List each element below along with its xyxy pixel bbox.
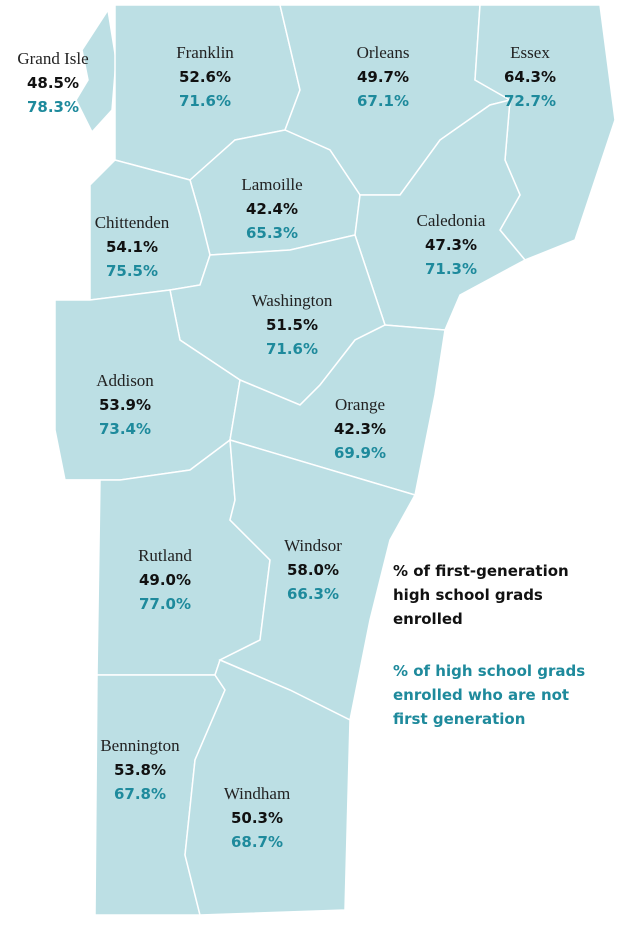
county-name: Washington [252,291,333,310]
county-name: Addison [96,371,154,390]
legend-first-gen: enrolled [393,610,463,628]
first-gen-value: 48.5% [27,74,79,92]
not-first-gen-value: 65.3% [246,224,298,242]
county-name: Chittenden [95,213,170,232]
not-first-gen-value: 77.0% [139,595,191,613]
first-gen-value: 50.3% [231,809,283,827]
county-name: Windham [224,784,290,803]
not-first-gen-value: 67.8% [114,785,166,803]
county-name: Essex [510,43,550,62]
not-first-gen-value: 75.5% [106,262,158,280]
legend-first-gen: high school grads [393,586,543,604]
county-shapes [54,4,616,916]
first-gen-value: 54.1% [106,238,158,256]
county-labels: Grand Isle 48.5% 78.3% Franklin 52.6% 71.6% Or… [17,43,556,851]
not-first-gen-value: 69.9% [334,444,386,462]
county-name: Orleans [357,43,410,62]
county-name: Windsor [284,536,342,555]
first-gen-value: 51.5% [266,316,318,334]
county-name: Franklin [176,43,234,62]
first-gen-value: 52.6% [179,68,231,86]
legend-first-gen: % of first-generation [393,562,569,580]
not-first-gen-value: 71.6% [266,340,318,358]
first-gen-value: 64.3% [504,68,556,86]
legend: % of first-generation high school grads en… [393,562,585,728]
first-gen-value: 49.7% [357,68,409,86]
county-name: Rutland [138,546,192,565]
not-first-gen-value: 78.3% [27,98,79,116]
not-first-gen-value: 72.7% [504,92,556,110]
first-gen-value: 42.3% [334,420,386,438]
legend-not-first-gen: first generation [393,710,525,728]
first-gen-value: 42.4% [246,200,298,218]
not-first-gen-value: 68.7% [231,833,283,851]
county-name: Lamoille [241,175,302,194]
not-first-gen-value: 71.3% [425,260,477,278]
first-gen-value: 47.3% [425,236,477,254]
not-first-gen-value: 73.4% [99,420,151,438]
county-name: Grand Isle [17,49,88,68]
grand-isle-shape [75,7,117,134]
legend-not-first-gen: % of high school grads [393,662,585,680]
not-first-gen-value: 66.3% [287,585,339,603]
first-gen-value: 53.9% [99,396,151,414]
legend-not-first-gen: enrolled who are not [393,686,569,704]
county-name: Caledonia [417,211,486,230]
first-gen-value: 49.0% [139,571,191,589]
first-gen-value: 53.8% [114,761,166,779]
windham-shape [184,658,351,916]
not-first-gen-value: 67.1% [357,92,409,110]
county-name: Bennington [100,736,180,755]
county-name: Orange [335,395,385,414]
first-gen-value: 58.0% [287,561,339,579]
not-first-gen-value: 71.6% [179,92,231,110]
